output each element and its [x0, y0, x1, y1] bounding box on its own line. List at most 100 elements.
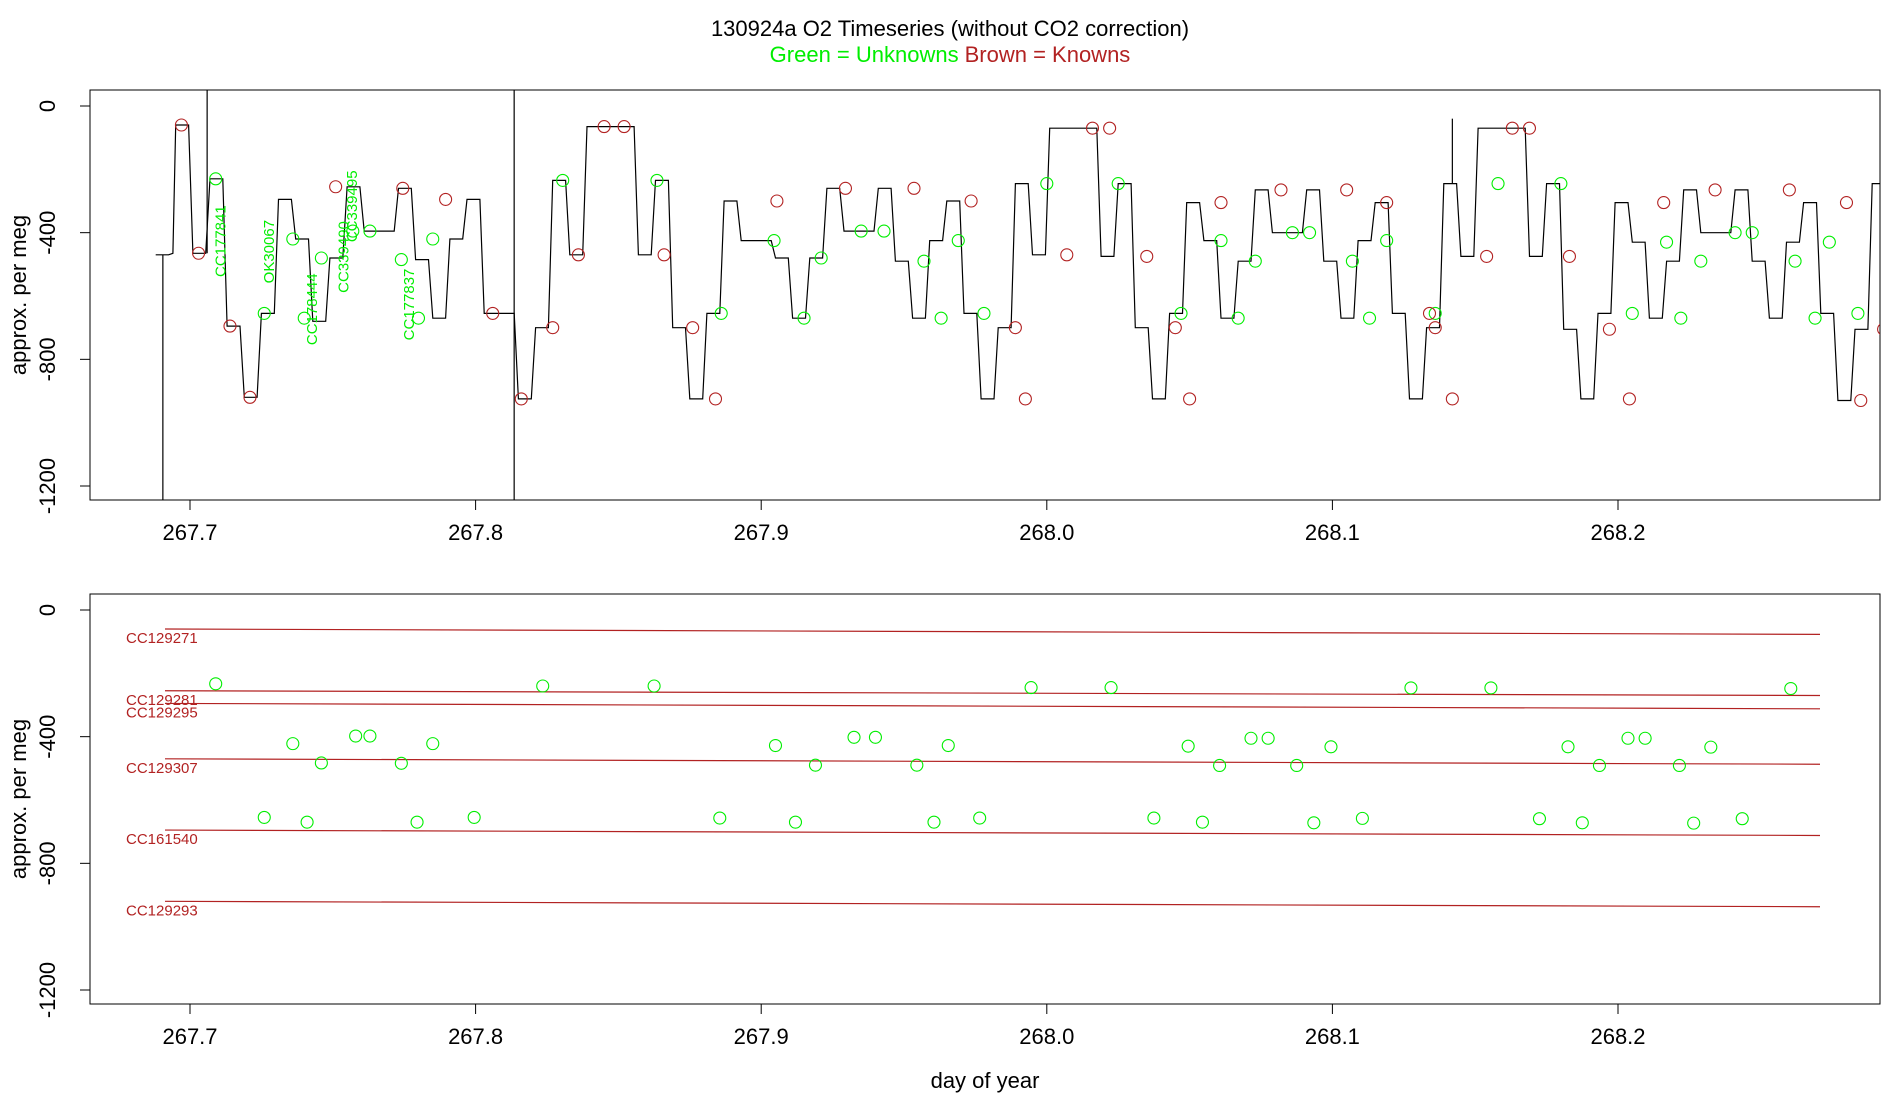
- unknown-point: [1147, 811, 1161, 825]
- unknown-point: [394, 756, 408, 770]
- unknown-id-label: OK30067: [261, 220, 278, 283]
- unknown-point: [1625, 306, 1639, 320]
- known-point: [597, 120, 611, 134]
- x-tick-label: 267.9: [734, 520, 789, 545]
- y-tick-label: -800: [35, 841, 60, 885]
- unknown-point: [713, 811, 727, 825]
- unknown-point: [363, 729, 377, 743]
- chart-subtitle: Green = Unknowns Brown = Knowns: [770, 42, 1131, 67]
- unknown-point: [1674, 311, 1688, 325]
- unknown-point: [1484, 681, 1498, 695]
- unknown-point: [927, 815, 941, 829]
- known-point: [1008, 321, 1022, 335]
- unknown-point: [1231, 311, 1245, 325]
- y-axis-label: approx. per meg: [6, 215, 31, 375]
- known-point: [571, 248, 585, 262]
- unknown-point: [854, 224, 868, 238]
- unknown-point: [1687, 816, 1701, 830]
- unknown-point: [556, 173, 570, 187]
- known-point: [708, 392, 723, 406]
- known-point: [1622, 392, 1636, 406]
- unknown-point: [1728, 226, 1742, 240]
- y-axis-label: approx. per meg: [6, 719, 31, 879]
- y-tick-label: 0: [35, 100, 60, 112]
- known-point: [1168, 321, 1182, 335]
- unknown-point: [536, 679, 550, 693]
- known-point: [617, 120, 631, 134]
- unknown-point: [1745, 226, 1759, 240]
- unknown-point: [314, 756, 328, 770]
- unknown-point: [363, 224, 377, 238]
- reference-line: [164, 628, 1821, 635]
- known-point: [686, 321, 700, 335]
- x-tick-label: 267.8: [448, 520, 503, 545]
- unknown-point: [1345, 254, 1359, 268]
- unknown-point: [1895, 178, 1900, 190]
- unknown-point: [767, 234, 781, 248]
- x-tick-label: 267.8: [448, 1024, 503, 1049]
- known-point: [964, 194, 978, 208]
- known-point: [1214, 196, 1228, 210]
- unknown-point: [797, 311, 811, 325]
- unknown-point: [973, 811, 987, 825]
- unknown-point: [257, 306, 271, 320]
- unknown-point: [297, 311, 311, 325]
- reference-line: [164, 690, 1821, 697]
- y-tick-label: -1200: [35, 458, 60, 514]
- unknown-point: [1822, 235, 1836, 249]
- unknown-point: [1788, 254, 1802, 268]
- reference-line-label: CC161540: [126, 831, 198, 848]
- known-point: [223, 319, 237, 333]
- known-point: [174, 118, 188, 132]
- unknown-point: [410, 815, 424, 829]
- top-panel-timeseries: 267.7 267.8 267.9 268.0 268.1 268.2 0 -400 -800 -…: [6, 89, 1900, 545]
- subtitle-unknowns: Green = Unknowns: [770, 42, 959, 67]
- known-point: [1422, 306, 1437, 320]
- unknown-point: [941, 738, 955, 753]
- known-point: [1445, 392, 1459, 406]
- unknown-point: [768, 738, 783, 753]
- unknown-point: [1735, 812, 1749, 826]
- unknown-point: [1592, 758, 1606, 773]
- unknown-point: [714, 306, 728, 320]
- known-point: [1877, 323, 1880, 335]
- y-tick-label: 0: [35, 604, 60, 616]
- unknown-point: [300, 815, 314, 829]
- reference-line: [164, 829, 1821, 837]
- unknown-point: [1307, 816, 1321, 830]
- unknown-point: [1303, 226, 1317, 240]
- known-point: [396, 181, 410, 195]
- x-tick-label: 268.1: [1305, 520, 1360, 545]
- unknown-point: [1362, 311, 1377, 325]
- known-point: [1522, 121, 1537, 135]
- known-point: [1480, 249, 1494, 263]
- known-point: [1340, 183, 1354, 197]
- unknown-point: [1554, 177, 1568, 191]
- unknown-point: [209, 172, 223, 186]
- unknown-point: [1561, 740, 1575, 754]
- unknown-point: [1195, 815, 1210, 829]
- known-point: [1708, 183, 1722, 197]
- known-point: [329, 180, 343, 194]
- unknown-point: [411, 311, 426, 325]
- reference-line: [164, 702, 1821, 710]
- y-tick-label: -1200: [35, 962, 60, 1018]
- unknown-point: [1575, 816, 1589, 830]
- unknown-point: [951, 234, 965, 248]
- known-point: [1839, 196, 1854, 210]
- unknown-point: [1672, 758, 1686, 773]
- unknown-point: [1380, 234, 1394, 248]
- unknown-point: [426, 737, 440, 751]
- unknown-point: [1261, 731, 1275, 745]
- known-point: [838, 181, 853, 195]
- reference-line-label: CC129295: [126, 704, 198, 721]
- y-tick-label: -400: [35, 715, 60, 759]
- data-layer: [164, 628, 1821, 908]
- reference-line-label: CC129281: [126, 692, 198, 709]
- bottom-panel-scatter: 267.7 267.8 267.9 268.0 268.1 268.2 0 -400 -800 -…: [6, 593, 1881, 1093]
- unknown-point: [814, 251, 828, 265]
- unknown-point: [394, 253, 408, 267]
- unknown-point: [1213, 758, 1227, 773]
- x-tick-label: 267.7: [162, 1024, 217, 1049]
- known-point: [1274, 183, 1288, 197]
